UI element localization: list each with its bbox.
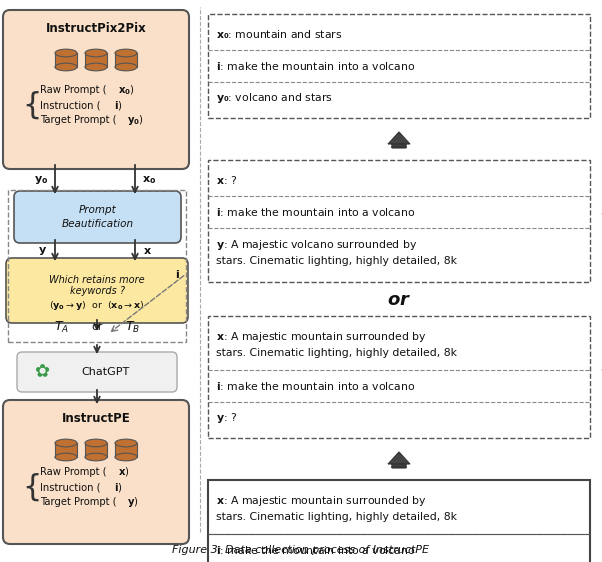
Text: InstructPix2Pix: InstructPix2Pix <box>46 22 146 35</box>
FancyArrow shape <box>388 452 410 468</box>
Text: Raw Prompt (: Raw Prompt ( <box>40 85 107 95</box>
FancyBboxPatch shape <box>3 10 189 169</box>
Text: Target Prompt (: Target Prompt ( <box>40 497 117 507</box>
Ellipse shape <box>115 439 137 447</box>
Bar <box>85 53 107 67</box>
Ellipse shape <box>85 49 107 57</box>
Text: $\mathbf{y₀}$: volcano and stars: $\mathbf{y₀}$: volcano and stars <box>216 91 333 105</box>
Text: keywords ?: keywords ? <box>69 286 125 296</box>
Bar <box>8 190 186 342</box>
Text: $\mathbf{x_0}$): $\mathbf{x_0}$) <box>118 83 135 97</box>
Text: $\mathbf{y_0}$): $\mathbf{y_0}$) <box>127 113 144 127</box>
Text: $\mathbf{x}$): $\mathbf{x}$) <box>118 465 129 478</box>
Text: $\mathbf{x₀}$: mountain and stars: $\mathbf{x₀}$: mountain and stars <box>216 28 343 40</box>
Text: Which retains more: Which retains more <box>49 275 145 285</box>
Text: $\mathbf{i}$: make the mountain into a volcano: $\mathbf{i}$: make the mountain into a v… <box>216 544 415 556</box>
Bar <box>208 14 590 118</box>
Text: $\mathbf{x}$: A majestic mountain surrounded by: $\mathbf{x}$: A majestic mountain surrou… <box>216 330 427 344</box>
Ellipse shape <box>85 453 107 461</box>
Bar <box>55 53 77 67</box>
Text: $\mathbf{x}$: ?: $\mathbf{x}$: ? <box>216 174 237 186</box>
FancyBboxPatch shape <box>6 258 188 323</box>
Text: stars. Cinematic lighting, highly detailed, 8k: stars. Cinematic lighting, highly detail… <box>216 348 457 358</box>
Ellipse shape <box>115 49 137 57</box>
Bar <box>115 53 137 67</box>
Ellipse shape <box>85 63 107 71</box>
Text: $\mathbf{x}$: $\mathbf{x}$ <box>143 246 152 256</box>
Text: $\mathbf{i}$: $\mathbf{i}$ <box>175 268 180 280</box>
Bar <box>55 443 77 457</box>
Text: ✿: ✿ <box>34 363 49 381</box>
Text: ChatGPT: ChatGPT <box>81 367 129 377</box>
Text: $\mathit{T_B}$: $\mathit{T_B}$ <box>125 319 140 334</box>
Text: stars. Cinematic lighting, highly detailed, 8k: stars. Cinematic lighting, highly detail… <box>216 256 457 266</box>
Text: Prompt
Beautification: Prompt Beautification <box>61 205 134 229</box>
Text: $\mathbf{y}$: ?: $\mathbf{y}$: ? <box>216 411 237 425</box>
Text: Instruction (: Instruction ( <box>40 482 101 492</box>
Text: $\mathbf{x_o}$: $\mathbf{x_o}$ <box>142 174 157 186</box>
FancyBboxPatch shape <box>14 191 181 243</box>
Text: $\mathbf{x}$: A majestic mountain surrounded by: $\mathbf{x}$: A majestic mountain surrou… <box>216 494 427 508</box>
Bar <box>85 443 107 457</box>
FancyBboxPatch shape <box>17 352 177 392</box>
Ellipse shape <box>85 439 107 447</box>
Text: $\mathbf{i}$: make the mountain into a volcano: $\mathbf{i}$: make the mountain into a v… <box>216 60 415 72</box>
Text: $(\mathbf{y_o}\to\mathbf{y})$  or  $(\mathbf{x_o}\to\mathbf{x})$: $(\mathbf{y_o}\to\mathbf{y})$ or $(\math… <box>49 298 145 311</box>
Ellipse shape <box>55 49 77 57</box>
Text: $\mathit{T_A}$: $\mathit{T_A}$ <box>55 319 69 334</box>
Text: $\mathbf{i}$): $\mathbf{i}$) <box>114 481 122 493</box>
Text: stars. Cinematic lighting, highly detailed, 8k: stars. Cinematic lighting, highly detail… <box>216 512 457 522</box>
Text: Target Prompt (: Target Prompt ( <box>40 115 117 125</box>
Text: or: or <box>92 322 103 332</box>
FancyBboxPatch shape <box>3 400 189 544</box>
Text: $\mathbf{i}$: make the mountain into a volcano: $\mathbf{i}$: make the mountain into a v… <box>216 380 415 392</box>
Text: $\mathbf{i}$: make the mountain into a volcano: $\mathbf{i}$: make the mountain into a v… <box>216 206 415 218</box>
Text: $\mathbf{y}$: $\mathbf{y}$ <box>38 245 47 257</box>
Text: {: { <box>22 90 42 120</box>
Ellipse shape <box>55 63 77 71</box>
Text: $\mathbf{y}$: A majestic volcano surrounded by: $\mathbf{y}$: A majestic volcano surroun… <box>216 238 417 252</box>
Text: Figure 3: Data collection process of InstructPE: Figure 3: Data collection process of Ins… <box>173 545 429 555</box>
Text: Instruction (: Instruction ( <box>40 100 101 110</box>
Text: $\mathit{T_A}$: $\mathit{T_A}$ <box>600 212 602 230</box>
Ellipse shape <box>55 453 77 461</box>
Ellipse shape <box>115 453 137 461</box>
Bar <box>208 480 590 562</box>
Text: {: { <box>22 473 42 501</box>
Text: Raw Prompt (: Raw Prompt ( <box>40 467 107 477</box>
Text: $\mathbf{y}$): $\mathbf{y}$) <box>127 495 138 509</box>
Text: $\mathit{T_B}$: $\mathit{T_B}$ <box>600 368 602 386</box>
Text: $\mathbf{i}$): $\mathbf{i}$) <box>114 98 122 111</box>
Text: InstructPE: InstructPE <box>61 413 131 425</box>
Bar <box>208 316 590 438</box>
FancyArrow shape <box>388 132 410 148</box>
Bar <box>208 160 590 282</box>
Text: $\mathbf{y_o}$: $\mathbf{y_o}$ <box>34 174 48 186</box>
Ellipse shape <box>55 439 77 447</box>
Ellipse shape <box>115 63 137 71</box>
Text: $\bfit{or}$: $\bfit{or}$ <box>387 291 411 309</box>
Bar <box>115 443 137 457</box>
